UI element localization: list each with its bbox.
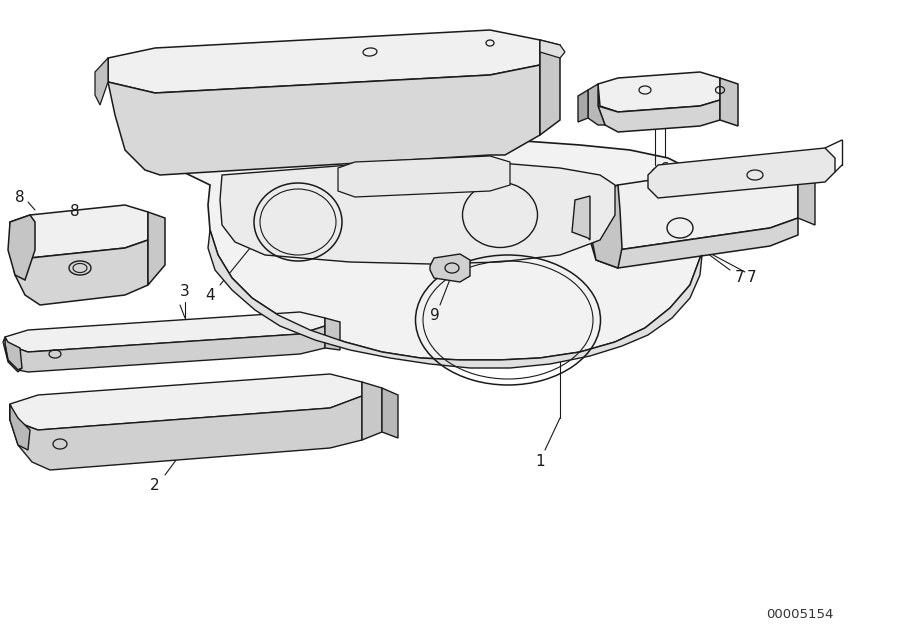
Polygon shape (598, 84, 720, 132)
Text: 8: 8 (15, 190, 25, 206)
Text: 5: 5 (375, 180, 385, 196)
Polygon shape (10, 205, 148, 258)
Polygon shape (590, 162, 798, 250)
Polygon shape (10, 396, 362, 470)
Text: 7: 7 (735, 271, 745, 286)
Text: 9: 9 (430, 309, 440, 323)
Polygon shape (648, 148, 835, 198)
Polygon shape (588, 84, 605, 125)
Polygon shape (578, 90, 588, 122)
Polygon shape (598, 72, 720, 112)
Text: 3: 3 (180, 284, 190, 300)
Text: 8: 8 (70, 204, 80, 220)
Text: 00005154: 00005154 (766, 608, 833, 622)
Polygon shape (10, 404, 30, 450)
Polygon shape (325, 318, 340, 350)
Polygon shape (588, 185, 622, 268)
Polygon shape (382, 388, 398, 438)
Polygon shape (208, 230, 702, 368)
Polygon shape (572, 196, 590, 240)
Text: 6: 6 (650, 168, 660, 182)
Polygon shape (108, 30, 540, 93)
Polygon shape (10, 374, 362, 430)
Polygon shape (5, 337, 22, 370)
Polygon shape (3, 337, 22, 372)
Polygon shape (540, 40, 560, 135)
Polygon shape (108, 58, 540, 175)
Polygon shape (430, 254, 470, 282)
Polygon shape (798, 172, 815, 225)
Text: 2: 2 (150, 478, 160, 493)
Polygon shape (5, 326, 325, 372)
Polygon shape (540, 40, 565, 58)
Text: 1: 1 (536, 455, 544, 469)
Polygon shape (10, 222, 148, 305)
Text: 6: 6 (660, 163, 670, 178)
Polygon shape (5, 312, 325, 352)
Polygon shape (362, 382, 382, 440)
Polygon shape (720, 78, 738, 126)
Polygon shape (220, 162, 615, 264)
Polygon shape (148, 212, 165, 285)
Polygon shape (8, 215, 35, 280)
Polygon shape (590, 196, 798, 268)
Polygon shape (338, 156, 510, 197)
Polygon shape (175, 138, 705, 360)
Text: 7: 7 (747, 271, 757, 286)
Text: 4: 4 (205, 288, 215, 302)
Polygon shape (95, 58, 108, 105)
